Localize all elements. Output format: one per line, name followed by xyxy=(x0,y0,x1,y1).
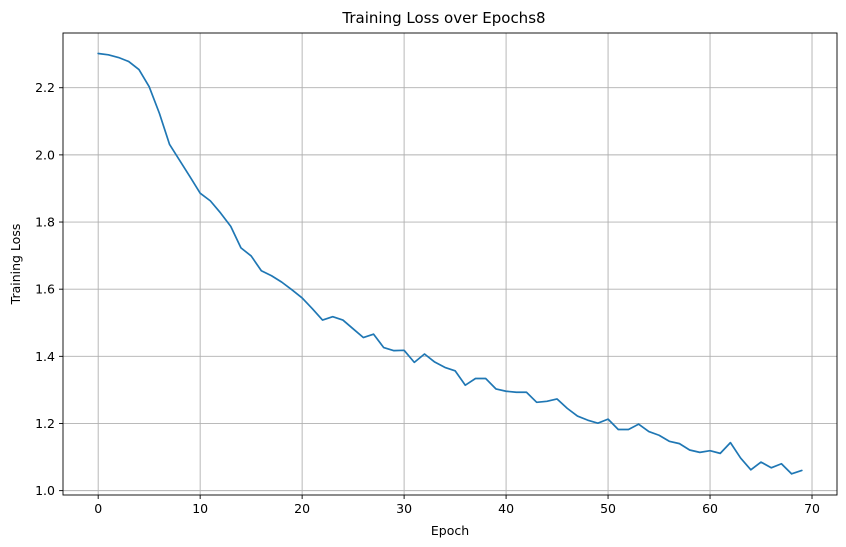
x-axis-label: Epoch xyxy=(431,523,469,538)
y-tick-label: 1.2 xyxy=(35,416,55,431)
x-tick-label: 10 xyxy=(192,501,208,516)
y-tick-label: 1.0 xyxy=(35,483,55,498)
y-tick-label: 2.0 xyxy=(35,147,55,162)
y-tick-label: 1.6 xyxy=(35,282,55,297)
x-tick-label: 60 xyxy=(702,501,718,516)
x-tick-label: 20 xyxy=(294,501,310,516)
y-tick-label: 1.4 xyxy=(35,349,55,364)
plot-frame xyxy=(62,32,838,496)
y-tick-label: 1.8 xyxy=(35,215,55,230)
x-axis-ticks: 0 10 20 30 40 50 60 70 xyxy=(94,495,820,516)
chart-title: Training Loss over Epochs8 xyxy=(341,9,545,27)
series-layer xyxy=(97,52,803,475)
x-tick-label: 50 xyxy=(600,501,616,516)
x-tick-label: 30 xyxy=(396,501,412,516)
x-tick-label: 40 xyxy=(498,501,514,516)
y-tick-label: 2.2 xyxy=(35,80,55,95)
y-axis-label: Training Loss xyxy=(8,224,23,306)
grid xyxy=(63,33,837,495)
y-axis-ticks: 1.0 1.2 1.4 1.6 1.8 2.0 2.2 xyxy=(35,80,63,498)
series-line xyxy=(97,52,803,475)
x-tick-label: 70 xyxy=(804,501,820,516)
x-tick-label: 0 xyxy=(94,501,102,516)
